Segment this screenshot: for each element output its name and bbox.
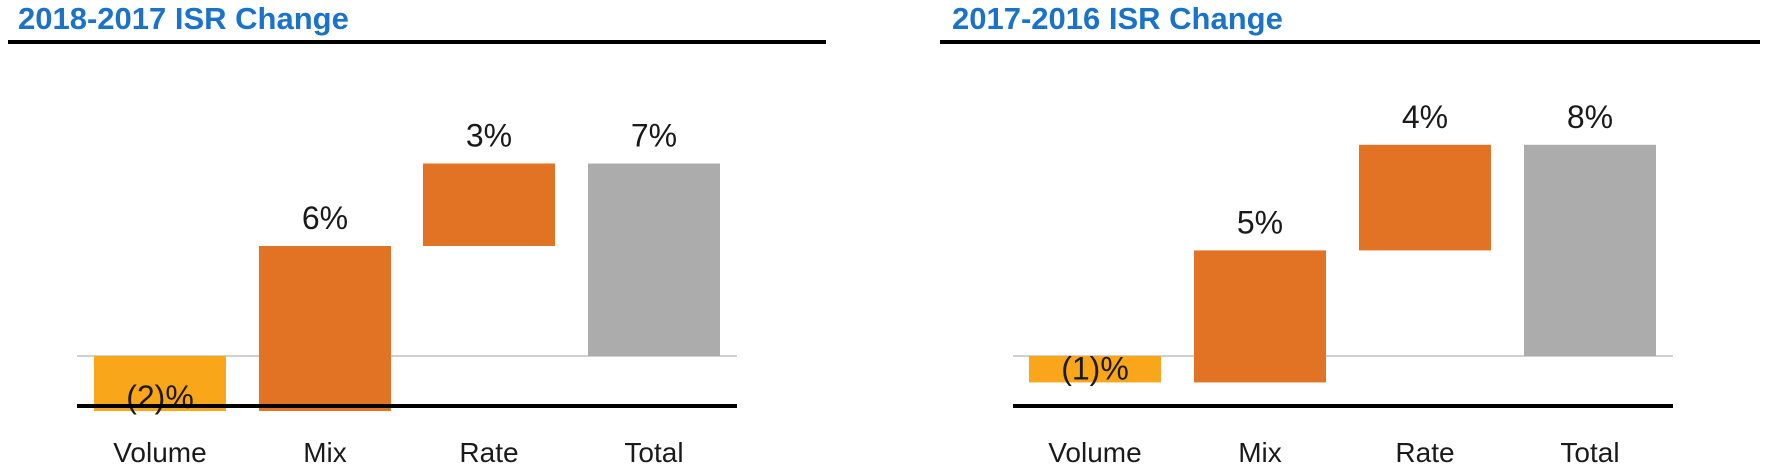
value-label-mix: 6% <box>302 200 348 236</box>
value-label-rate: 4% <box>1402 99 1448 135</box>
value-label-mix: 5% <box>1237 204 1283 240</box>
category-label-volume: Volume <box>1048 437 1141 468</box>
bar-volume <box>1029 356 1161 383</box>
title-rule <box>940 40 1760 44</box>
chart-panel-2017-2016: 2017-2016 ISR Change (1)% 5% 4% 8% Volume Mix… <box>940 0 1767 475</box>
chart-panel-2018-2017: 2018-2017 ISR Change (2)% 6% 3% 7% Volume Mix… <box>0 0 840 475</box>
value-label-rate: 3% <box>466 118 512 154</box>
bar-mix <box>1194 250 1326 383</box>
bar-total <box>588 163 720 356</box>
bar-rate <box>1359 144 1491 251</box>
category-label-mix: Mix <box>303 437 347 468</box>
value-label-volume: (1)% <box>1061 350 1129 386</box>
waterfall-chart-2017-2016: (1)% 5% 4% 8% Volume Mix Rate Total <box>1013 99 1673 468</box>
category-label-rate: Rate <box>1395 437 1454 468</box>
bar-volume <box>94 356 226 411</box>
category-label-total: Total <box>624 437 683 468</box>
chart-title: 2018-2017 ISR Change <box>18 1 349 36</box>
bar-total <box>1524 144 1656 356</box>
waterfall-chart-2018-2017: (2)% 6% 3% 7% Volume Mix Rate Total <box>77 118 737 468</box>
category-label-volume: Volume <box>113 437 206 468</box>
category-label-mix: Mix <box>1238 437 1282 468</box>
bar-rate <box>423 163 555 246</box>
value-label-total: 8% <box>1567 99 1613 135</box>
value-label-total: 7% <box>631 118 677 154</box>
title-rule <box>8 40 826 44</box>
category-label-total: Total <box>1560 437 1619 468</box>
bar-mix <box>259 246 391 411</box>
value-label-volume: (2)% <box>126 379 194 415</box>
chart-title: 2017-2016 ISR Change <box>952 1 1283 36</box>
category-label-rate: Rate <box>459 437 518 468</box>
